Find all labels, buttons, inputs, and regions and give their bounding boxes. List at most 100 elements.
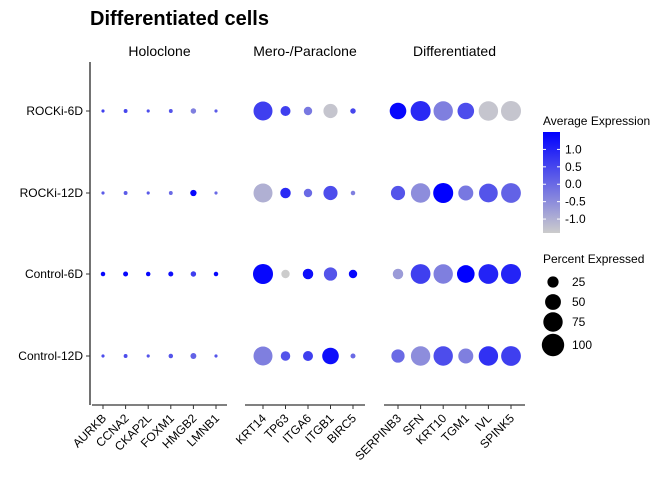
dot-rocki-6d-hmgb2 [190, 108, 197, 114]
size-legend-dot-25 [547, 276, 559, 288]
facet-title-1: Holoclone [128, 43, 190, 59]
color-legend: Average Expression 1.0 0.5 0.0 -0.5 -1.0 [543, 114, 650, 233]
dot-control-6d-lmnb1 [213, 271, 219, 277]
color-legend-label-1: 0.5 [565, 160, 582, 174]
size-legend-dot-50 [545, 294, 561, 310]
dot-rocki-6d-tgm1 [457, 102, 475, 120]
dot-control-6d-ivl [478, 264, 499, 284]
dot-rocki-6d-spink5 [500, 100, 522, 122]
size-legend-label-75: 75 [572, 315, 586, 329]
dot-rocki-12d-ccna2 [123, 191, 128, 195]
dot-control-12d-birc5 [350, 353, 356, 359]
dot-control-6d-ccna2 [123, 271, 129, 277]
color-legend-label-0: 1.0 [565, 142, 582, 156]
color-legend-title: Average Expression [543, 114, 650, 128]
dot-control-6d-serpinb3 [392, 268, 404, 280]
dot-rocki-12d-krt10 [433, 182, 454, 204]
dot-control-12d-sfn [410, 346, 431, 366]
dot-control-12d-itgb1 [322, 347, 339, 365]
dot-control-6d-sfn [410, 264, 431, 284]
dot-control-12d-itga6 [302, 350, 314, 362]
dot-control-12d-foxm1 [168, 353, 174, 359]
dot-control-6d-tp63 [281, 269, 290, 279]
size-legend: Percent Expressed 25 50 75 100 [541, 252, 644, 357]
dot-rocki-6d-ivl [478, 101, 499, 121]
dot-control-6d-aurkb [100, 271, 106, 277]
facet-title-3: Differentiated [413, 43, 496, 59]
dot-rocki-6d-foxm1 [168, 109, 173, 113]
axes [86, 62, 525, 409]
dot-rocki-12d-itga6 [303, 188, 313, 198]
dot-rocki-12d-hmgb2 [190, 189, 197, 197]
dot-rocki-6d-itgb1 [323, 103, 338, 119]
dot-control-6d-krt14 [252, 263, 274, 285]
size-legend-label-100: 100 [572, 338, 592, 352]
y-axis-labels: ROCKi-6D ROCKi-12D Control-6D Control-12D [18, 104, 83, 363]
dot-rocki-12d-birc5 [350, 190, 356, 196]
dot-control-12d-ivl [478, 346, 499, 366]
dot-control-12d-tgm1 [458, 348, 474, 364]
dot-rocki-6d-krt14 [253, 101, 273, 121]
dot-control-12d-lmnb1 [214, 354, 218, 358]
dot-control-12d-serpinb3 [391, 349, 405, 363]
y-tick-label-rocki-12d: ROCKi-12D [20, 186, 84, 200]
color-legend-label-2: 0.0 [565, 177, 582, 191]
color-legend-label-4: -1.0 [565, 212, 586, 226]
dot-rocki-12d-aurkb [101, 191, 105, 195]
facet-title-2: Mero-/Paraclone [253, 43, 357, 59]
dot-control-6d-itga6 [302, 268, 314, 280]
dot-control-6d-krt10 [433, 264, 453, 284]
size-legend-label-25: 25 [572, 275, 586, 289]
dot-control-6d-spink5 [500, 263, 522, 285]
dot-rocki-12d-serpinb3 [390, 185, 406, 201]
size-legend-dot-100 [541, 333, 565, 357]
size-legend-label-50: 50 [572, 295, 586, 309]
color-legend-bar [543, 132, 560, 233]
dot-rocki-12d-ckap2l [146, 191, 150, 195]
y-tick-label-control-12d: Control-12D [18, 349, 83, 363]
dot-control-12d-ckap2l [146, 354, 150, 358]
dot-control-6d-ckap2l [145, 271, 151, 277]
dot-rocki-12d-krt14 [253, 183, 273, 203]
size-legend-dot-75 [543, 312, 563, 332]
dot-control-12d-krt14 [253, 346, 273, 366]
dot-rocki-6d-ckap2l [146, 109, 150, 113]
dot-rocki-12d-sfn [410, 183, 431, 203]
dot-control-6d-tgm1 [456, 265, 475, 283]
x-tick-label-serpinb3: SERPINB3 [352, 411, 404, 463]
dot-control-12d-aurkb [101, 354, 105, 358]
dot-rocki-12d-itgb1 [323, 185, 338, 201]
dots [100, 100, 522, 366]
dot-rocki-6d-tp63 [280, 105, 291, 117]
y-tick-label-control-6d: Control-6D [25, 267, 83, 281]
dot-control-6d-foxm1 [168, 271, 174, 277]
dot-rocki-12d-foxm1 [168, 191, 173, 195]
size-legend-title: Percent Expressed [543, 252, 644, 266]
dot-control-12d-krt10 [433, 346, 453, 366]
dot-control-12d-spink5 [501, 346, 521, 366]
dot-control-6d-itgb1 [323, 267, 338, 281]
dot-rocki-12d-ivl [479, 183, 498, 203]
dot-rocki-12d-tgm1 [458, 185, 474, 201]
dot-control-12d-tp63 [280, 351, 291, 361]
dot-rocki-6d-itga6 [303, 106, 313, 116]
dot-rocki-6d-lmnb1 [214, 109, 218, 113]
dot-rocki-6d-birc5 [350, 108, 356, 114]
chart-title: Differentiated cells [90, 8, 269, 30]
dot-control-12d-hmgb2 [190, 353, 197, 359]
dot-control-6d-hmgb2 [190, 271, 197, 277]
dot-rocki-6d-serpinb3 [389, 102, 407, 120]
dot-rocki-6d-aurkb [101, 109, 105, 113]
dot-control-12d-ccna2 [123, 354, 128, 358]
dot-rocki-12d-spink5 [501, 183, 521, 203]
y-tick-label-rocki-6d: ROCKi-6D [26, 104, 83, 118]
dot-rocki-12d-tp63 [280, 187, 291, 199]
dot-rocki-6d-sfn [410, 100, 431, 122]
dot-control-6d-birc5 [348, 269, 358, 279]
facet-titles: Holoclone Mero-/Paraclone Differentiated [128, 43, 496, 59]
dot-rocki-6d-ccna2 [123, 109, 128, 113]
dot-rocki-6d-krt10 [433, 101, 453, 121]
color-legend-label-3: -0.5 [565, 195, 586, 209]
